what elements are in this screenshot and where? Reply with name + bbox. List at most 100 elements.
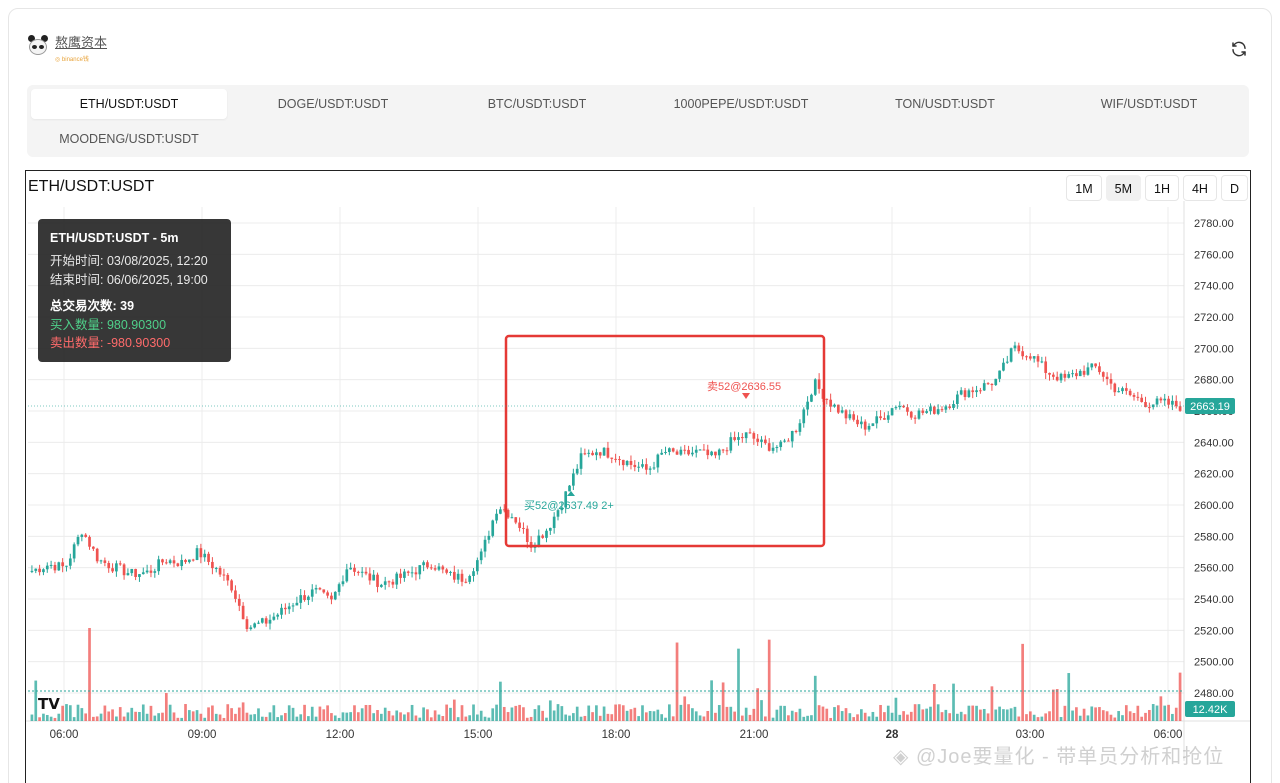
y-axis-tick-label: 2560.00	[1194, 563, 1234, 575]
candle-body	[1128, 390, 1132, 396]
tooltip-end: 结束时间: 06/06/2025, 19:00	[50, 273, 208, 287]
volume-bar	[702, 716, 706, 721]
volume-bar	[499, 681, 502, 721]
candle-body	[975, 390, 978, 393]
candlestick-chart[interactable]: 2780.00 2760.00 2740.00 2720.00 2700.00 2680.…	[26, 201, 1250, 783]
tooltip-sell: 卖出数量: -980.90300	[50, 336, 171, 350]
y-axis-tick-label: 2480.00	[1194, 688, 1234, 700]
candle-body	[525, 528, 529, 543]
volume-bar	[433, 710, 437, 721]
tab-doge[interactable]: DOGE/USDT:USDT	[277, 97, 389, 111]
volume-bar	[122, 716, 126, 721]
candle-body	[998, 370, 1001, 379]
volume-bar	[982, 708, 986, 721]
volume-bar	[986, 713, 990, 721]
volume-bar	[648, 710, 652, 721]
volume-bar	[568, 715, 571, 721]
candle-body	[836, 404, 840, 413]
candle-body	[1082, 370, 1086, 375]
candle-body	[625, 460, 629, 466]
volume-bar	[426, 709, 429, 721]
timeframe-d[interactable]: D	[1220, 175, 1248, 201]
candle-body	[587, 452, 591, 454]
buy-marker-icon[interactable]	[567, 491, 575, 496]
volume-bar	[1040, 716, 1044, 721]
timeframe-5m[interactable]: 5M	[1105, 175, 1141, 201]
volume-bar	[871, 711, 875, 721]
candle-body	[49, 564, 53, 566]
refresh-icon[interactable]	[1230, 40, 1248, 58]
volume-bar	[733, 711, 736, 721]
candle-body	[591, 452, 594, 456]
timeframe-1m[interactable]: 1M	[1066, 175, 1102, 201]
volume-bar	[452, 699, 456, 721]
volume-bar	[863, 712, 867, 721]
tab-1000pepe[interactable]: 1000PEPE/USDT:USDT	[673, 97, 809, 111]
candle-body	[203, 553, 207, 558]
candle-body	[260, 618, 264, 623]
x-axis-tick-label: 09:00	[188, 729, 217, 741]
candle-body	[345, 569, 349, 582]
x-axis-tick-label: 06:00	[50, 729, 79, 741]
candle-body	[1144, 402, 1147, 408]
candle-body	[764, 439, 767, 444]
highlight-box	[504, 334, 826, 548]
volume-bar	[721, 682, 725, 721]
volume-bar	[468, 715, 472, 721]
candle-body	[161, 559, 164, 563]
candle-body	[552, 516, 556, 528]
timeframe-4h[interactable]: 4H	[1182, 175, 1217, 201]
candle-body	[422, 562, 425, 566]
volume-bar	[80, 708, 84, 721]
tab-moodeng[interactable]: MOODENG/USDT:USDT	[59, 132, 199, 146]
candle-body	[126, 573, 130, 576]
candle-body	[982, 383, 986, 391]
candle-body	[787, 440, 790, 442]
candle-body	[602, 447, 606, 456]
timeframe-1h[interactable]: 1H	[1145, 175, 1179, 201]
candle-body	[959, 390, 963, 395]
volume-bar	[610, 714, 614, 721]
candle-body	[45, 565, 49, 570]
volume-bar	[714, 712, 717, 721]
volume-bar	[1090, 706, 1094, 721]
volume-bar	[1078, 715, 1082, 721]
volume-bar	[641, 705, 644, 721]
volume-bar	[1132, 712, 1136, 721]
timeframe-selector: 1M 5M 1H 4H D	[1066, 175, 1248, 201]
candle-body	[353, 567, 356, 572]
tab-wif[interactable]: WIF/USDT:USDT	[1100, 97, 1198, 111]
tab-eth[interactable]: ETH/USDT:USDT	[31, 89, 227, 119]
volume-bar	[879, 704, 882, 721]
candle-body	[287, 606, 291, 610]
candle-body	[802, 409, 806, 424]
candle-body	[506, 509, 510, 518]
volume-bar	[226, 704, 230, 721]
candle-body	[218, 567, 222, 575]
candle-body	[652, 467, 656, 469]
tradingview-logo-icon[interactable]: TV	[38, 695, 60, 713]
tab-ton[interactable]: TON/USDT:USDT	[895, 97, 995, 111]
candle-body	[1140, 397, 1144, 403]
candle-body	[906, 407, 909, 412]
volume-bar	[883, 712, 886, 721]
tooltip-buy: 买入数量: 980.90300	[50, 318, 167, 332]
sell-marker-icon[interactable]	[742, 393, 750, 399]
tab-btc[interactable]: BTC/USDT:USDT	[487, 97, 587, 111]
candle-body	[437, 566, 441, 570]
brand-name[interactable]: 熬鹰资本	[55, 35, 108, 50]
volume-bar	[437, 714, 441, 721]
candle-body	[1136, 396, 1140, 398]
volume-bar	[602, 706, 606, 721]
volume-bar	[264, 716, 268, 721]
volume-bar	[134, 711, 137, 721]
candle-body	[99, 560, 103, 562]
volume-bar	[787, 715, 790, 721]
volume-bar	[103, 705, 107, 721]
candle-body	[956, 394, 959, 405]
candle-body	[572, 473, 575, 486]
volume-bar	[203, 717, 207, 721]
candle-body	[1071, 373, 1074, 375]
candle-body	[986, 383, 990, 385]
brand[interactable]: 熬鹰资本 ◎ binance钱	[27, 32, 107, 63]
